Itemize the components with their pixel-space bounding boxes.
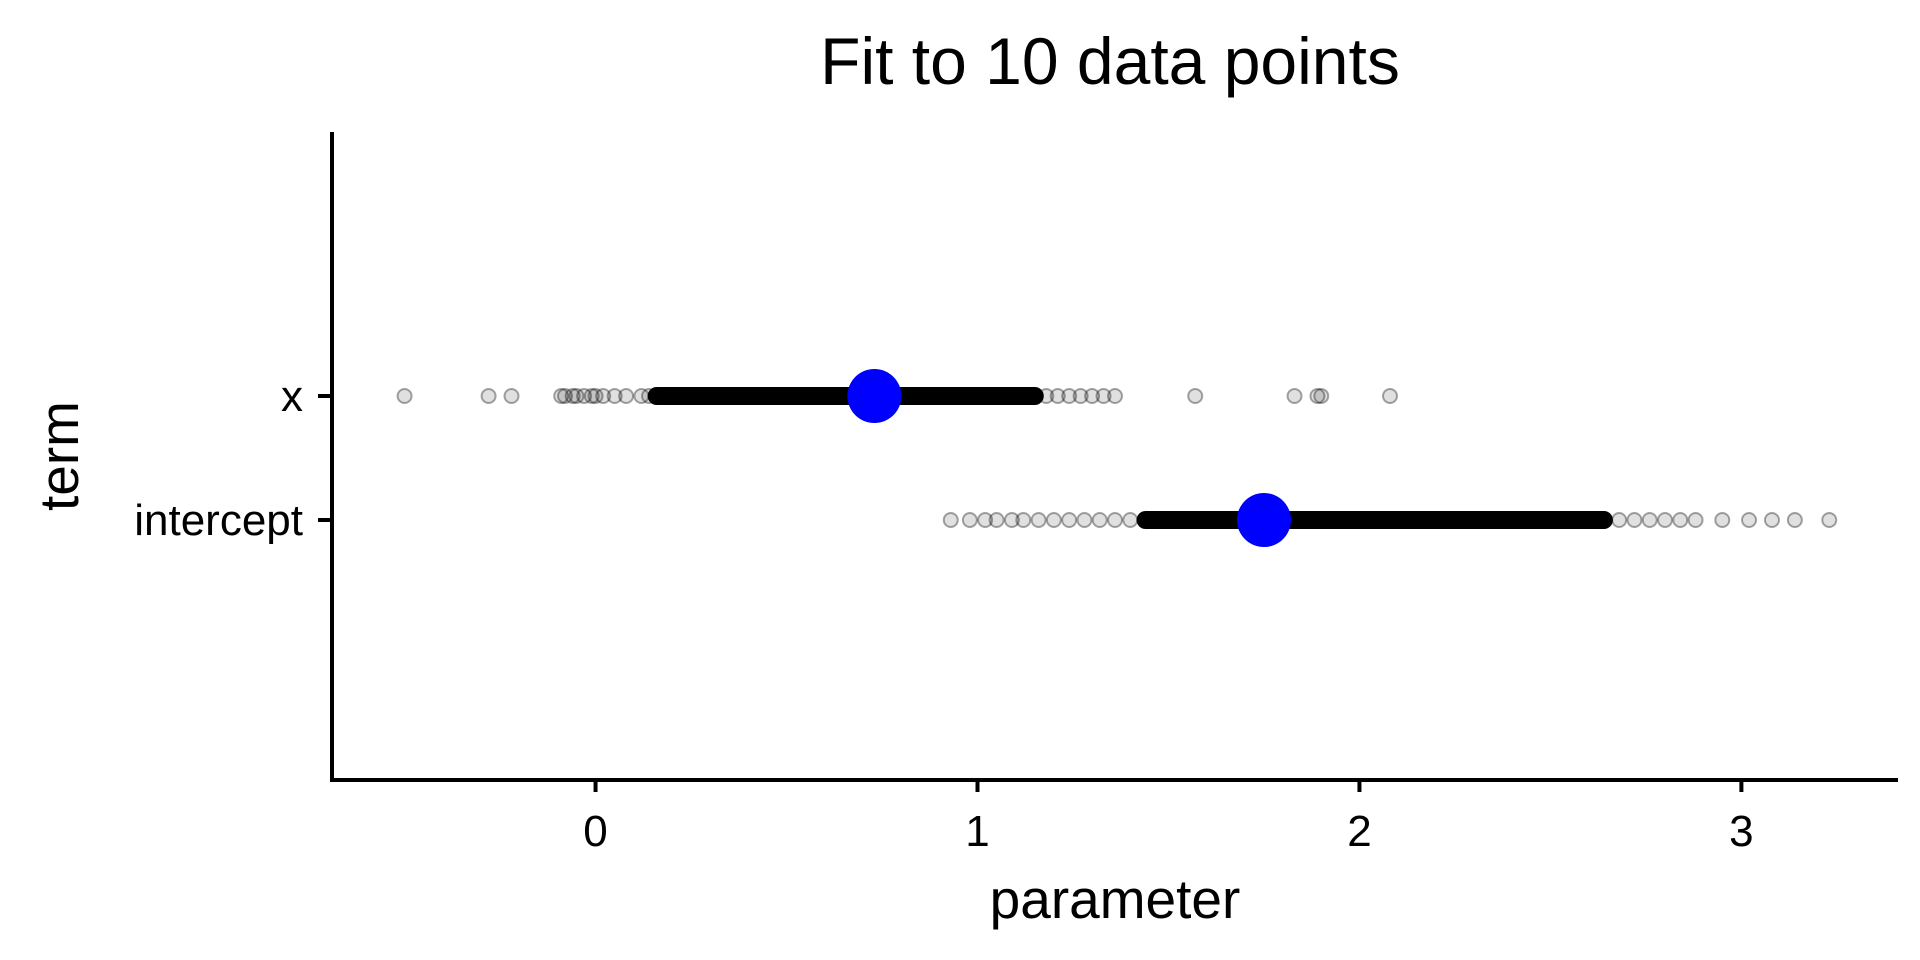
sample-point-x xyxy=(503,388,520,404)
sample-point-x xyxy=(1084,388,1101,404)
sample-point-intercept xyxy=(1626,512,1643,528)
x-axis-title: parameter xyxy=(990,868,1241,930)
sample-point-x xyxy=(583,388,600,404)
y-tick-label: x xyxy=(281,372,303,421)
sample-point-x xyxy=(1286,388,1303,404)
sample-point-x xyxy=(606,388,623,404)
sample-point-x xyxy=(587,388,604,404)
sample-point-x xyxy=(1095,388,1112,404)
sample-point-x xyxy=(480,388,497,404)
sample-point-intercept xyxy=(1741,512,1758,528)
sample-point-x xyxy=(568,388,585,404)
y-tick-label: intercept xyxy=(134,496,303,545)
x-tick-label: 1 xyxy=(965,807,989,856)
sample-point-x xyxy=(1072,388,1089,404)
sample-point-x xyxy=(1107,388,1123,404)
sample-point-intercept xyxy=(1091,512,1108,528)
sample-point-intercept xyxy=(1003,512,1020,528)
y-axis-ticks: intercept x xyxy=(134,372,332,545)
sample-point-x xyxy=(595,388,612,404)
y-axis-title: term xyxy=(28,401,90,511)
sample-point-intercept xyxy=(1821,512,1838,528)
chart-title: Fit to 10 data points xyxy=(820,24,1400,98)
x-tick-label: 3 xyxy=(1729,807,1753,856)
point-estimates xyxy=(847,369,1291,547)
sample-point-x xyxy=(564,388,581,404)
sample-point-x xyxy=(396,388,413,404)
sample-point-intercept xyxy=(961,512,978,528)
sample-point-intercept xyxy=(1714,512,1731,528)
posterior-sample-points xyxy=(396,387,1838,529)
sample-point-intercept xyxy=(1763,512,1780,528)
sample-point-intercept xyxy=(1015,512,1032,528)
sample-point-x xyxy=(576,388,593,404)
sample-point-intercept xyxy=(1786,512,1803,528)
sample-point-x xyxy=(1049,388,1066,404)
sample-point-intercept xyxy=(1107,512,1123,528)
sample-point-x xyxy=(1187,388,1204,404)
sample-point-x xyxy=(618,388,635,404)
sample-point-intercept xyxy=(1672,512,1689,528)
x-axis-ticks: 0 1 2 3 xyxy=(583,780,1754,856)
sample-point-x xyxy=(1309,388,1326,404)
estimate-point-intercept xyxy=(1236,493,1291,547)
sample-point-x xyxy=(1313,388,1330,404)
x-tick-label: 2 xyxy=(1347,807,1371,856)
sample-point-intercept xyxy=(1076,512,1093,528)
sample-point-intercept xyxy=(1657,512,1674,528)
sample-point-intercept xyxy=(1030,512,1047,528)
sample-point-intercept xyxy=(1045,512,1062,528)
sample-point-intercept xyxy=(977,512,994,528)
sample-point-intercept xyxy=(1641,512,1658,528)
sample-point-x xyxy=(1382,388,1399,404)
sample-point-intercept xyxy=(988,512,1005,528)
sample-point-intercept xyxy=(1061,512,1078,528)
x-tick-label: 0 xyxy=(583,807,607,856)
sample-point-x xyxy=(553,388,570,404)
sample-point-x xyxy=(1061,388,1078,404)
sample-point-intercept xyxy=(942,512,959,528)
sample-point-x xyxy=(556,388,573,404)
sample-point-intercept xyxy=(1611,512,1628,528)
estimate-point-x xyxy=(847,369,902,423)
sample-point-intercept xyxy=(1687,512,1704,528)
sample-point-intercept xyxy=(1122,512,1139,528)
